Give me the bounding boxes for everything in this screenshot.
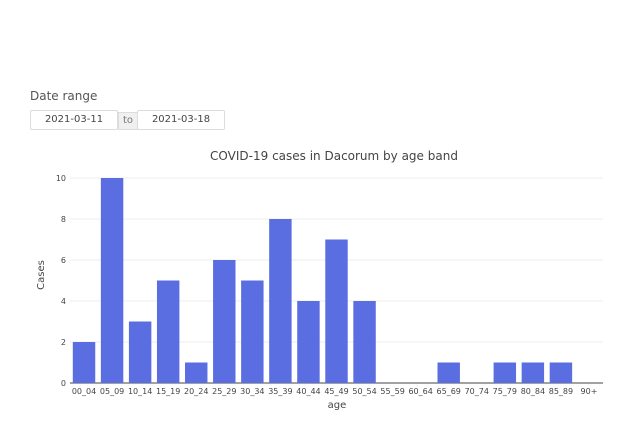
bar[interactable]	[521, 362, 545, 384]
date-range-end-input[interactable]: 2021-03-18	[137, 110, 225, 130]
bar[interactable]	[156, 280, 180, 384]
y-tick-label: 2	[61, 338, 66, 347]
x-tick-label: 90+	[581, 387, 598, 396]
bar[interactable]	[213, 260, 236, 383]
x-tick-label: 70_74	[465, 387, 489, 396]
x-tick-label: 55_59	[380, 387, 404, 396]
x-tick-label: 25_29	[212, 387, 236, 396]
y-tick-label: 4	[61, 297, 66, 306]
bar[interactable]	[325, 239, 348, 384]
bar[interactable]	[269, 219, 292, 383]
x-tick-label: 00_04	[72, 387, 96, 396]
date-range-label: Date range	[30, 89, 98, 103]
date-range-start-input[interactable]: 2021-03-11	[30, 110, 118, 130]
date-range-separator: to	[118, 112, 138, 130]
x-tick-label: 60_64	[408, 387, 432, 396]
bar[interactable]	[241, 280, 264, 384]
bar[interactable]	[185, 362, 208, 384]
bar[interactable]	[493, 362, 517, 384]
x-tick-label: 45_49	[324, 387, 348, 396]
y-tick-label: 10	[56, 174, 66, 183]
x-tick-label: 80_84	[521, 387, 545, 396]
chart-bars	[72, 178, 573, 384]
x-tick-label: 65_69	[437, 387, 461, 396]
y-axis-ticks: 0 2 4 6 8 10	[56, 174, 66, 388]
bar[interactable]	[72, 342, 96, 383]
x-tick-label: 75_79	[493, 387, 517, 396]
y-axis-title: Cases	[36, 260, 47, 290]
x-tick-label: 50_54	[352, 387, 376, 396]
x-tick-label: 85_89	[549, 387, 573, 396]
x-tick-label: 05_09	[100, 387, 124, 396]
x-tick-label: 40_44	[296, 387, 320, 396]
bar[interactable]	[128, 321, 152, 384]
x-tick-label: 35_39	[268, 387, 292, 396]
y-tick-label: 6	[61, 256, 66, 265]
x-axis-ticks: 00_04 05_09 10_14 15_19 20_24 25_29 30_34 35_39…	[72, 387, 598, 396]
x-tick-label: 15_19	[156, 387, 180, 396]
bar[interactable]	[353, 301, 376, 383]
chart-title: COVID-19 cases in Dacorum by age band	[210, 149, 458, 163]
bar[interactable]	[437, 362, 460, 384]
y-tick-label: 0	[61, 379, 66, 388]
bar[interactable]	[549, 362, 573, 384]
y-tick-label: 8	[61, 215, 66, 224]
bar[interactable]	[100, 178, 124, 383]
x-tick-label: 20_24	[184, 387, 208, 396]
x-tick-label: 10_14	[128, 387, 152, 396]
x-axis-title: age	[328, 400, 347, 411]
x-tick-label: 30_34	[240, 387, 264, 396]
bar[interactable]	[297, 301, 320, 383]
bar-chart: COVID-19 cases in Dacorum by age band 00…	[36, 149, 603, 411]
